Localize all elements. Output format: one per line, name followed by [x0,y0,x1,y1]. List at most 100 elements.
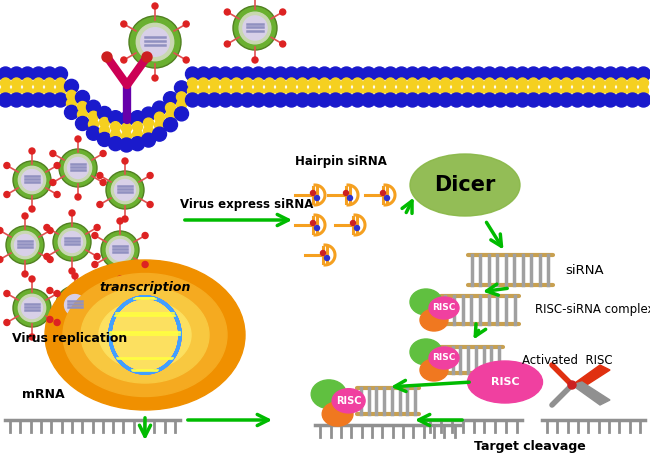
Circle shape [328,93,343,107]
Circle shape [47,256,53,262]
Circle shape [515,67,530,81]
Circle shape [287,78,296,88]
Circle shape [593,67,606,81]
Circle shape [417,93,430,107]
Circle shape [441,78,450,88]
Circle shape [220,78,231,88]
Circle shape [395,93,408,107]
Circle shape [242,78,252,88]
Circle shape [582,93,595,107]
Circle shape [460,67,474,81]
Circle shape [254,78,263,88]
Text: Dicer: Dicer [434,175,496,195]
Circle shape [603,93,618,107]
Circle shape [133,130,142,140]
Circle shape [117,276,123,282]
Circle shape [153,101,166,115]
Circle shape [6,226,44,264]
Circle shape [406,67,419,81]
Circle shape [484,78,495,88]
Circle shape [408,86,417,96]
Ellipse shape [410,154,520,216]
Circle shape [471,67,486,81]
Circle shape [280,41,286,47]
Circle shape [638,86,649,96]
Circle shape [77,110,88,119]
Circle shape [428,93,441,107]
Circle shape [47,228,53,234]
Circle shape [92,233,98,239]
Circle shape [317,67,332,81]
Circle shape [177,92,187,102]
Circle shape [12,86,21,96]
Circle shape [504,93,519,107]
Circle shape [97,172,103,179]
Circle shape [218,93,233,107]
Circle shape [142,107,155,121]
Circle shape [350,67,365,81]
Ellipse shape [420,309,448,331]
Circle shape [42,93,57,107]
Circle shape [18,166,46,194]
Circle shape [183,21,189,27]
Circle shape [54,163,60,169]
Circle shape [61,291,88,319]
Text: Activated  RISC: Activated RISC [522,354,612,367]
Circle shape [54,291,60,297]
Circle shape [538,67,551,81]
Circle shape [1,78,10,88]
Circle shape [276,78,285,88]
Circle shape [385,78,395,88]
Circle shape [120,138,133,152]
Circle shape [0,228,3,234]
Circle shape [526,93,541,107]
Circle shape [506,78,517,88]
Circle shape [23,86,32,96]
Circle shape [142,233,148,239]
Circle shape [573,78,582,88]
Circle shape [12,78,21,88]
Circle shape [428,67,441,81]
Circle shape [196,93,211,107]
Circle shape [44,224,50,230]
Circle shape [551,78,560,88]
Circle shape [207,67,222,81]
Circle shape [243,16,267,40]
Circle shape [551,86,560,96]
Circle shape [495,86,506,96]
Circle shape [285,67,298,81]
Circle shape [484,86,495,96]
Circle shape [603,67,618,81]
Circle shape [320,86,330,96]
Circle shape [53,93,68,107]
Circle shape [31,67,46,81]
Circle shape [50,180,56,186]
Circle shape [307,93,320,107]
Ellipse shape [63,273,227,397]
Circle shape [549,93,562,107]
Circle shape [339,93,354,107]
Circle shape [560,67,573,81]
Circle shape [636,67,650,81]
Circle shape [526,67,541,81]
Circle shape [88,119,99,129]
Ellipse shape [332,389,365,413]
Circle shape [473,86,484,96]
Circle shape [473,78,484,88]
Text: RISC: RISC [432,303,456,313]
Circle shape [147,202,153,207]
Circle shape [106,171,144,209]
Circle shape [100,150,106,156]
Polygon shape [572,382,610,405]
Circle shape [129,16,181,68]
Circle shape [86,126,101,140]
Circle shape [11,231,39,259]
Circle shape [460,93,474,107]
Circle shape [636,93,650,107]
Circle shape [595,86,604,96]
Circle shape [504,67,519,81]
Circle shape [452,86,461,96]
Circle shape [102,52,112,62]
Circle shape [584,86,593,96]
Circle shape [562,78,571,88]
